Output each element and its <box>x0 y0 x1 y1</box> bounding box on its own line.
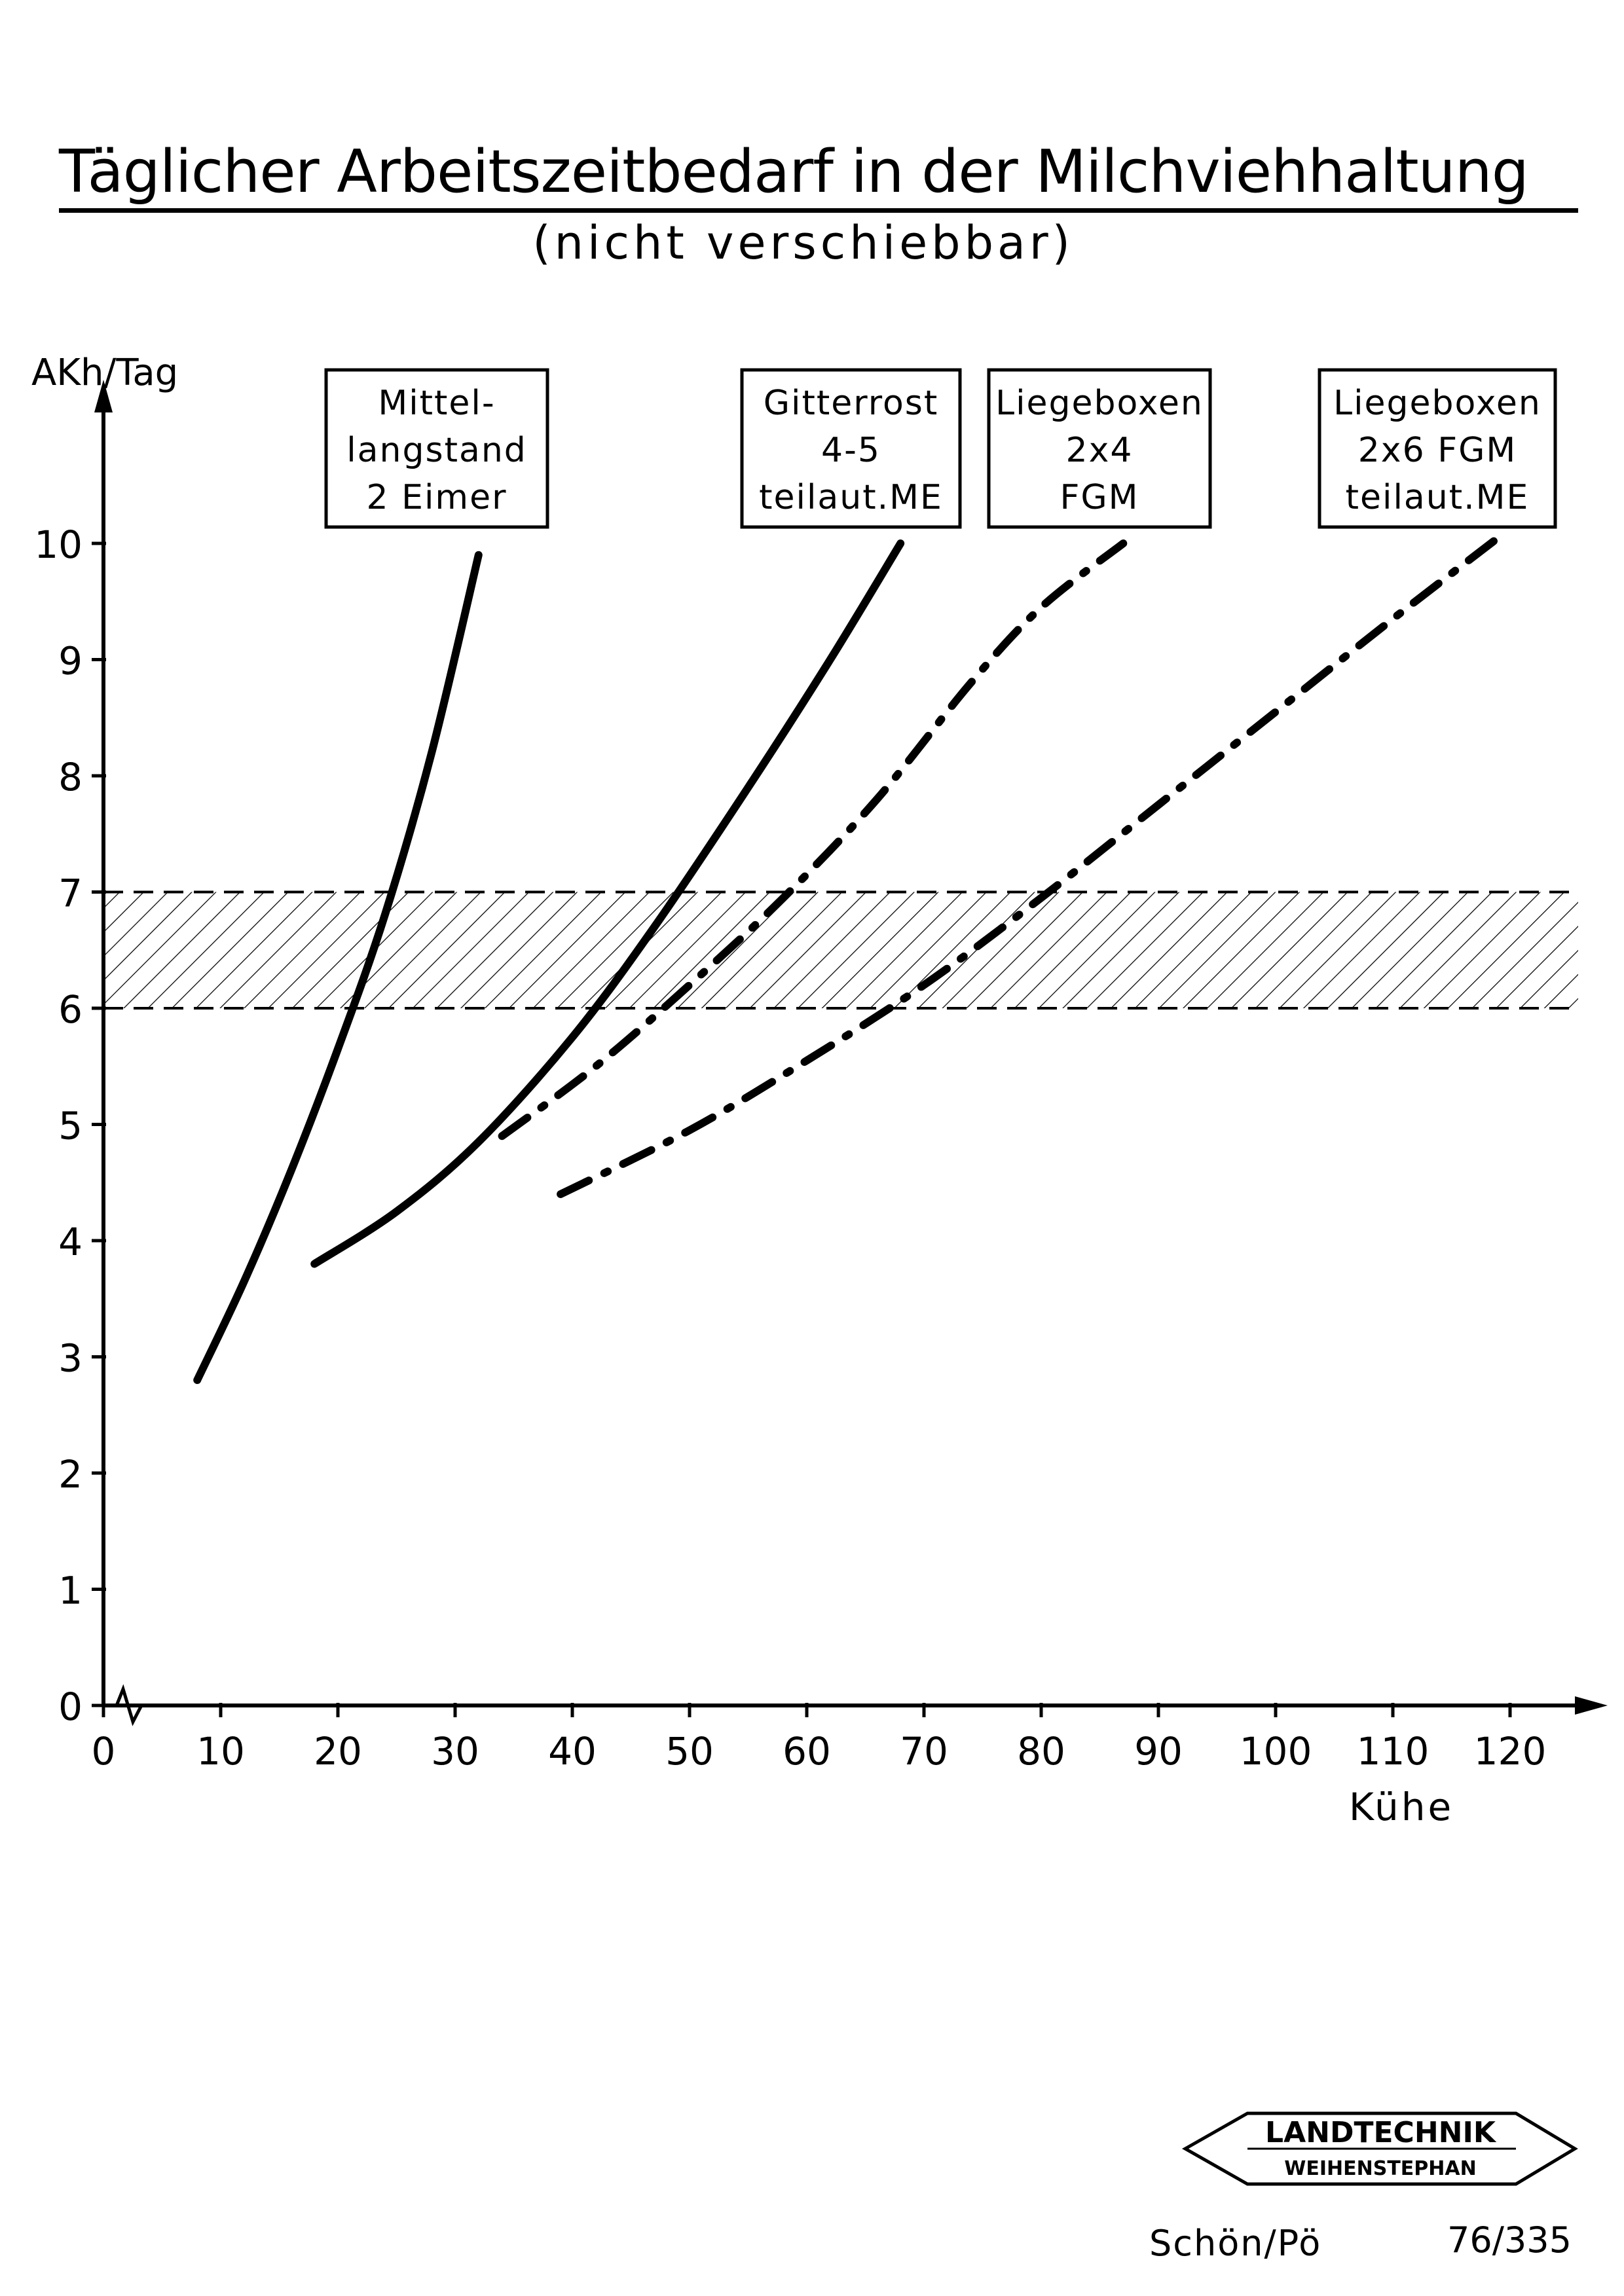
series-label-box-1: Mittel-langstand 2 Eimer <box>324 368 549 529</box>
series-line-1 <box>193 551 483 1384</box>
y-axis-label: AKh/Tag <box>31 352 178 394</box>
x-tick-label: 90 <box>1134 1729 1183 1774</box>
page-title: Täglicher Arbeitszeitbedarf in der Milch… <box>59 137 1529 206</box>
author-signature: Schön/Pö <box>1149 2223 1322 2264</box>
series-label-line: 4-5 <box>821 431 881 470</box>
label-box-frame <box>740 368 962 529</box>
x-axis-label: Kühe <box>1349 1785 1454 1829</box>
x-tick-label: 100 <box>1240 1729 1312 1774</box>
series-label-line: langstand <box>346 431 527 470</box>
label-box-frame <box>324 368 549 529</box>
y-tick-label: 4 <box>58 1220 83 1264</box>
series-label-line: 2x6 FGM <box>1358 431 1517 470</box>
series-label-box-3: Liegeboxen 2x4 FGM <box>987 368 1212 529</box>
series-label-line: Gitterrost <box>764 384 939 423</box>
x-tick-label: 30 <box>431 1729 479 1774</box>
series-group <box>193 534 1503 1384</box>
y-tick-label: 6 <box>58 987 83 1032</box>
series-line-2 <box>310 539 905 1268</box>
y-tick-label: 8 <box>58 755 83 799</box>
series-line-4 <box>557 534 1503 1198</box>
y-tick-label: 7 <box>58 871 83 916</box>
series-label-line: Liegeboxen <box>995 384 1204 423</box>
y-tick-label: 10 <box>34 522 83 567</box>
x-axis-break-mark <box>115 1684 143 1726</box>
y-tick-label: 2 <box>58 1452 83 1497</box>
y-tick-label: 3 <box>58 1336 83 1381</box>
y-tick-label: 0 <box>58 1685 83 1729</box>
x-tick-label: 20 <box>314 1729 362 1774</box>
hatched-band-group <box>103 890 1578 1010</box>
series-line-3 <box>498 539 1128 1140</box>
x-tick-label: 70 <box>900 1729 948 1774</box>
x-axis-arrow <box>1575 1696 1608 1715</box>
x-tick-label: 0 <box>92 1729 116 1774</box>
series-label-line: 2x4 <box>1066 431 1134 470</box>
logo-text: LANDTECHNIK <box>1265 2116 1497 2149</box>
logo-frame <box>1181 2111 1578 2186</box>
y-tick-label: 5 <box>58 1104 83 1148</box>
label-box-frame <box>987 368 1212 529</box>
series-label-box-4: Liegeboxen 2x6 FGM teilaut.ME <box>1318 368 1557 529</box>
logo: LANDTECHNIK WEIHENSTEPHAN <box>1181 2111 1578 2186</box>
x-tick-label: 120 <box>1474 1729 1547 1774</box>
title-underline <box>59 208 1578 213</box>
series-labels-group: Mittel-langstand 2 Eimer Gitterrost 4-5 teil… <box>324 368 1557 529</box>
y-tick-label: 1 <box>58 1569 83 1613</box>
x-tick-label: 50 <box>665 1729 714 1774</box>
series-label-line: Liegeboxen <box>1333 384 1541 423</box>
series-label-line: FGM <box>1060 478 1139 517</box>
page-subtitle: (nicht verschiebbar) <box>532 216 1074 270</box>
label-box-frame <box>1318 368 1557 529</box>
hatched-band <box>103 892 1578 1008</box>
series-label-line: teilaut.ME <box>759 478 943 517</box>
y-axis-arrow <box>94 380 113 412</box>
series-label-line: 2 Eimer <box>367 478 507 517</box>
x-tick-label: 80 <box>1017 1729 1065 1774</box>
series-label-line: Mittel- <box>378 384 495 423</box>
logo-subtext: WEIHENSTEPHAN <box>1284 2157 1476 2180</box>
series-label-box-2: Gitterrost 4-5 teilaut.ME <box>740 368 962 529</box>
x-tick-label: 10 <box>196 1729 245 1774</box>
y-tick-label: 9 <box>58 639 83 683</box>
series-label-line: teilaut.ME <box>1346 478 1530 517</box>
x-tick-label: 110 <box>1357 1729 1430 1774</box>
x-tick-label: 40 <box>548 1729 597 1774</box>
x-tick-label: 60 <box>783 1729 831 1774</box>
document-number: 76/335 <box>1447 2219 1572 2261</box>
